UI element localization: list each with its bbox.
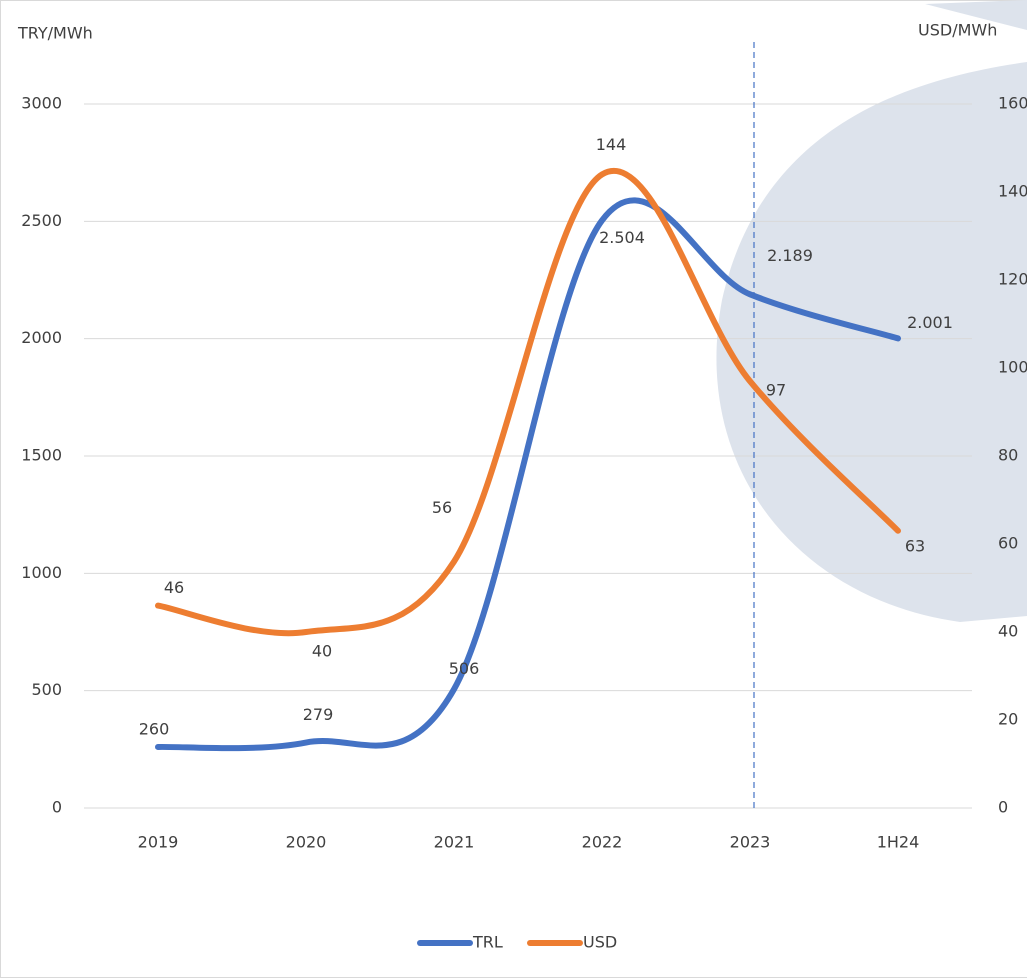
data-label: 260 (139, 719, 170, 738)
series-line (155, 168, 901, 637)
x-tick-label: 2019 (138, 833, 179, 852)
data-label: 63 (905, 536, 925, 555)
y-tick-label: 2500 (21, 211, 62, 230)
y2-tick-label: 80 (998, 446, 1018, 465)
y2-tick-label: 40 (998, 622, 1018, 641)
x-tick-label: 2023 (730, 833, 771, 852)
y2-tick-label: 60 (998, 534, 1018, 553)
x-tick-label: 1H24 (877, 833, 920, 852)
y2-tick-label: 20 (998, 710, 1018, 729)
y-axis-title: TRY/MWh (17, 24, 93, 43)
data-label: 56 (432, 498, 452, 517)
data-label: 506 (449, 659, 480, 678)
y-tick-label: 1000 (21, 563, 62, 582)
highlight-blob-top (925, 0, 1027, 30)
y-tick-label: 3000 (21, 94, 62, 113)
y2-axis-title: USD/MWh (918, 21, 997, 40)
y2-tick-label: 120 (998, 270, 1027, 289)
legend-label: TRL (472, 933, 503, 952)
data-label: 97 (766, 381, 786, 400)
x-tick-label: 2021 (434, 833, 475, 852)
legend-label: USD (583, 933, 617, 952)
data-label: 46 (164, 578, 184, 597)
y-tick-label: 500 (31, 680, 62, 699)
y-tick-label: 0 (52, 798, 62, 817)
data-label: 2.504 (599, 228, 645, 247)
y2-tick-label: 0 (998, 798, 1008, 817)
x-tick-label: 2020 (286, 833, 327, 852)
series-line (155, 197, 901, 752)
data-label: 40 (312, 642, 332, 661)
data-label: 144 (596, 135, 627, 154)
y2-tick-label: 140 (998, 182, 1027, 201)
data-label: 2.189 (767, 246, 813, 265)
y-tick-label: 1500 (21, 446, 62, 465)
data-label: 279 (303, 705, 334, 724)
y2-tick-label: 100 (998, 358, 1027, 377)
highlight-blob (716, 62, 1027, 622)
y2-tick-label: 160 (998, 94, 1027, 113)
y-tick-label: 2000 (21, 328, 62, 347)
x-tick-label: 2022 (582, 833, 623, 852)
data-label: 2.001 (907, 313, 953, 332)
